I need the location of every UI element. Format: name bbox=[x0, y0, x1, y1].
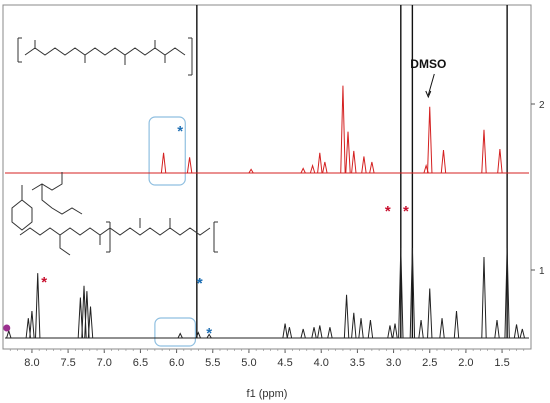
series-2-peak-17 bbox=[327, 327, 333, 339]
series-1-peak-7 bbox=[322, 161, 328, 174]
dmso-arrowhead bbox=[425, 90, 432, 99]
series-1-peak-11 bbox=[361, 156, 367, 174]
x-tick-label-14: 1.5 bbox=[494, 357, 509, 369]
series-2-peak-24 bbox=[398, 247, 404, 339]
x-tick-label-13: 2.0 bbox=[458, 357, 473, 369]
series-1-peak-6 bbox=[317, 152, 323, 174]
series-2-peak-12 bbox=[282, 323, 288, 339]
highlight-box-1 bbox=[148, 116, 186, 186]
annotation-star-1: * bbox=[385, 203, 391, 220]
series-2-peak-21 bbox=[367, 319, 374, 339]
highlight-boxes bbox=[148, 116, 196, 347]
x-tick-label-3: 7.0 bbox=[97, 357, 112, 369]
series-1-peak-9 bbox=[345, 131, 351, 174]
series-2-peak-3 bbox=[29, 310, 35, 339]
structure-polymer-2-drawing bbox=[11, 172, 218, 256]
x-tick-label-1: 8.0 bbox=[24, 357, 39, 369]
spectrum-traces bbox=[5, 85, 529, 339]
x-tick-label-10: 3.5 bbox=[350, 357, 365, 369]
series-1-peak-4 bbox=[300, 167, 306, 174]
series-1 bbox=[5, 85, 529, 174]
series-1-peak-10 bbox=[351, 150, 357, 174]
right-tick-label-1: 2 bbox=[539, 100, 545, 111]
annotation-star-3: * bbox=[41, 274, 47, 291]
annotation-star-2: * bbox=[403, 203, 409, 220]
x-axis-label: f1 (ppm) bbox=[247, 388, 288, 400]
series-2-peak-15 bbox=[311, 327, 317, 339]
annotation-star-6: * bbox=[177, 123, 183, 140]
x-tick-label-11: 3.0 bbox=[386, 357, 401, 369]
right-tick-label-2: 1 bbox=[539, 266, 545, 277]
series-2-peak-33 bbox=[513, 324, 520, 339]
x-tick-label-5: 6.0 bbox=[169, 357, 184, 369]
annotation-star-7: * bbox=[206, 325, 212, 342]
series-2-peak-7 bbox=[84, 291, 90, 339]
series-2-peak-32 bbox=[504, 247, 510, 339]
series-1-peak-17 bbox=[497, 149, 503, 174]
series-2-peak-8 bbox=[87, 306, 94, 339]
series-1-peak-12 bbox=[369, 161, 375, 174]
series-2-peak-13 bbox=[286, 327, 293, 339]
marker-dot bbox=[3, 324, 11, 332]
x-tick-label-12: 2.5 bbox=[422, 357, 437, 369]
series-2-peak-4 bbox=[35, 273, 41, 339]
series-1-peak-1 bbox=[160, 152, 167, 174]
plot-frame bbox=[2, 4, 532, 350]
highlight-box-2 bbox=[154, 317, 196, 347]
series-2-peak-27 bbox=[427, 288, 433, 339]
series-1-peak-5 bbox=[309, 163, 316, 174]
x-tick-label-4: 6.5 bbox=[133, 357, 148, 369]
dmso-label: DMSO bbox=[410, 57, 446, 71]
x-tick-label-2: 7.5 bbox=[60, 357, 75, 369]
series-2-peak-16 bbox=[317, 325, 323, 339]
dmso-pointer bbox=[427, 73, 435, 96]
series-1-peak-15 bbox=[440, 149, 447, 174]
annotation-star-5: * bbox=[197, 275, 203, 292]
series-2-peak-11 bbox=[206, 333, 212, 339]
annotation-star-4: * bbox=[197, 275, 203, 292]
series-2-peak-28 bbox=[439, 318, 445, 339]
series-2-peak-29 bbox=[453, 310, 460, 339]
series-1-peak-8 bbox=[340, 85, 346, 174]
series-2 bbox=[5, 247, 529, 339]
annotation-marks: DMSO* ** **** bbox=[3, 57, 446, 342]
series-1-peak-16 bbox=[481, 129, 487, 174]
series-2-peak-18 bbox=[343, 294, 350, 339]
series-1-peak-3 bbox=[248, 168, 254, 174]
series-2-peak-23 bbox=[392, 323, 398, 339]
series-2-peak-20 bbox=[358, 318, 364, 339]
series-2-peak-19 bbox=[351, 312, 357, 339]
reference-lines bbox=[196, 5, 508, 338]
right-axis: 21 bbox=[531, 100, 545, 277]
structure-polymer-1-drawing bbox=[17, 37, 193, 76]
series-2-peak-30 bbox=[481, 256, 487, 339]
x-axis: 8.0 7.5 7.0 6.5 6.0 5.5 5.0 4.5 4.0 3.5 3.0 2.5 2.0 1… bbox=[9, 349, 525, 400]
series-2-peak-22 bbox=[387, 325, 393, 339]
series-2-peak-34 bbox=[519, 328, 526, 339]
series-2-peak-9 bbox=[177, 332, 183, 339]
x-tick-label-8: 4.5 bbox=[277, 357, 292, 369]
series-2-peak-26 bbox=[418, 319, 424, 339]
series-1-peak-14 bbox=[427, 106, 433, 174]
x-tick-label-6: 5.5 bbox=[205, 357, 220, 369]
series-2-peak-14 bbox=[300, 328, 306, 339]
series-2-peak-25 bbox=[409, 247, 416, 339]
series-2-peak-10 bbox=[195, 331, 201, 339]
series-1-peak-2 bbox=[186, 157, 193, 174]
series-2-peak-5 bbox=[77, 297, 84, 339]
x-tick-label-9: 4.0 bbox=[314, 357, 329, 369]
x-tick-label-7: 5.0 bbox=[241, 357, 256, 369]
series-2-peak-31 bbox=[494, 319, 500, 339]
